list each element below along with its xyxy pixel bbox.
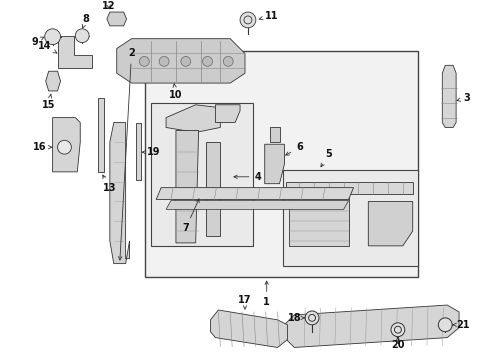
Circle shape <box>390 323 404 337</box>
Text: 7: 7 <box>182 199 199 233</box>
Polygon shape <box>98 98 104 172</box>
Circle shape <box>244 16 251 24</box>
Circle shape <box>159 57 169 66</box>
Text: 16: 16 <box>33 142 52 152</box>
Polygon shape <box>53 118 80 172</box>
Polygon shape <box>117 39 244 83</box>
Polygon shape <box>367 202 412 246</box>
Polygon shape <box>58 36 92 68</box>
Polygon shape <box>156 188 353 199</box>
Circle shape <box>437 318 451 332</box>
Circle shape <box>394 326 401 333</box>
Polygon shape <box>136 122 141 180</box>
Text: 14: 14 <box>38 41 57 53</box>
Polygon shape <box>45 71 61 91</box>
Circle shape <box>58 140 71 154</box>
Text: 6: 6 <box>285 142 302 155</box>
Text: 9: 9 <box>31 37 44 47</box>
Polygon shape <box>176 130 198 243</box>
Polygon shape <box>210 310 287 347</box>
Bar <box>283 170 417 266</box>
Polygon shape <box>166 105 220 132</box>
Polygon shape <box>284 305 458 347</box>
Polygon shape <box>264 144 284 184</box>
Text: 1: 1 <box>263 281 269 307</box>
Text: 10: 10 <box>169 84 183 100</box>
Polygon shape <box>286 182 412 194</box>
Text: 4: 4 <box>233 172 261 182</box>
Circle shape <box>44 29 61 45</box>
Text: 19: 19 <box>142 147 160 157</box>
Polygon shape <box>166 201 348 210</box>
Circle shape <box>75 29 89 42</box>
Polygon shape <box>205 142 220 236</box>
Text: 5: 5 <box>320 149 331 167</box>
Text: 21: 21 <box>452 320 469 330</box>
Text: 13: 13 <box>102 175 116 193</box>
Circle shape <box>305 311 318 325</box>
Circle shape <box>308 314 315 321</box>
Circle shape <box>181 57 190 66</box>
Circle shape <box>139 57 149 66</box>
Polygon shape <box>269 127 279 142</box>
Text: 15: 15 <box>42 94 55 110</box>
Text: 11: 11 <box>259 11 278 21</box>
Text: 17: 17 <box>238 295 251 309</box>
Polygon shape <box>289 197 348 246</box>
Polygon shape <box>215 105 240 122</box>
Circle shape <box>223 57 233 66</box>
Polygon shape <box>110 122 129 264</box>
Bar <box>151 103 252 246</box>
Text: 18: 18 <box>287 313 304 323</box>
Bar <box>145 50 417 278</box>
Text: 12: 12 <box>102 1 115 11</box>
Polygon shape <box>441 65 455 127</box>
Text: 8: 8 <box>82 14 89 28</box>
Circle shape <box>202 57 212 66</box>
Polygon shape <box>107 12 126 26</box>
Text: 3: 3 <box>456 93 469 103</box>
Circle shape <box>240 12 255 28</box>
Text: 2: 2 <box>118 49 135 260</box>
Text: 20: 20 <box>390 337 404 351</box>
